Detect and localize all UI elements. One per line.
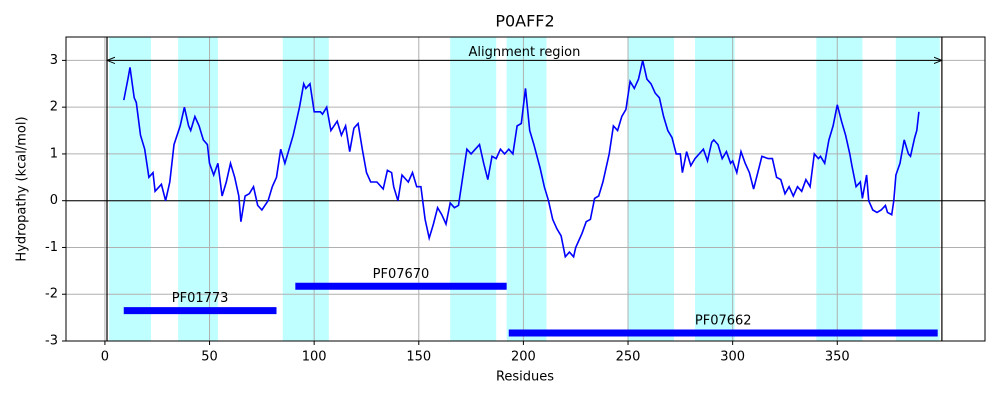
y-tick-label: 1 — [50, 146, 58, 161]
alignment-label: Alignment region — [469, 45, 581, 60]
y-tick-label: 2 — [50, 100, 58, 115]
y-tick-label: 0 — [50, 193, 58, 208]
y-tick-label: -2 — [45, 287, 58, 302]
region-band — [895, 37, 940, 341]
x-tick-label: 300 — [720, 350, 745, 365]
region-band — [282, 37, 329, 341]
y-tick-label: -1 — [45, 240, 58, 255]
region-band — [694, 37, 735, 341]
x-axis-label: Residues — [496, 370, 554, 385]
region-band — [506, 37, 547, 341]
region-band — [450, 37, 497, 341]
x-tick-label: 50 — [201, 350, 218, 365]
region-band — [178, 37, 218, 341]
region-band — [109, 37, 151, 341]
x-tick-label: 250 — [616, 350, 641, 365]
x-tick-label: 0 — [101, 350, 109, 365]
y-tick-label: -3 — [45, 334, 58, 349]
x-tick-label: 100 — [302, 350, 327, 365]
plot-area — [66, 37, 985, 341]
domain-label: PF01773 — [172, 291, 229, 306]
x-tick-label: 350 — [825, 350, 850, 365]
domain-label: PF07662 — [695, 314, 752, 329]
region-band — [816, 37, 863, 341]
x-tick-label: 200 — [511, 350, 536, 365]
chart-title: P0AFF2 — [495, 12, 554, 31]
domain-label: PF07670 — [373, 267, 430, 282]
axes-frame — [65, 36, 986, 342]
y-axis-label: Hydropathy (kcal/mol) — [15, 116, 30, 261]
region-band — [628, 37, 675, 341]
hydropathy-line — [123, 60, 920, 259]
x-tick-label: 150 — [406, 350, 431, 365]
y-tick-label: 3 — [50, 53, 58, 68]
